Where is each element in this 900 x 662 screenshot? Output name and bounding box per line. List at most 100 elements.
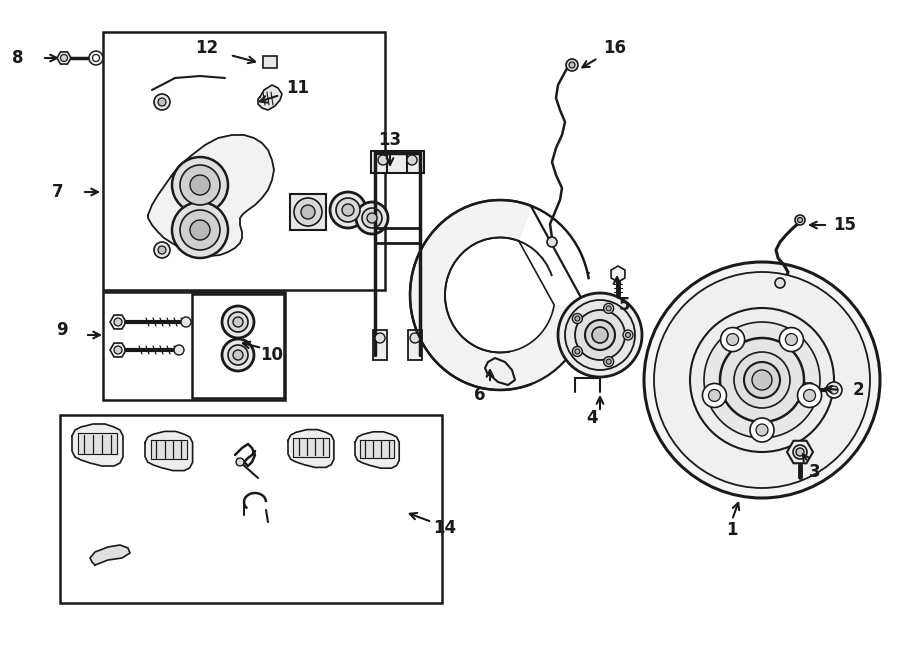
Circle shape <box>154 94 170 110</box>
Circle shape <box>190 220 210 240</box>
Circle shape <box>367 213 377 223</box>
Circle shape <box>233 350 243 360</box>
Circle shape <box>775 278 785 288</box>
Circle shape <box>60 54 68 62</box>
Circle shape <box>569 62 575 68</box>
Text: 6: 6 <box>474 386 486 404</box>
Circle shape <box>779 328 804 352</box>
Circle shape <box>702 383 726 407</box>
Circle shape <box>604 357 614 367</box>
Circle shape <box>575 349 580 354</box>
Circle shape <box>708 389 720 401</box>
Circle shape <box>744 362 780 398</box>
Circle shape <box>547 237 557 247</box>
Text: 7: 7 <box>52 183 64 201</box>
Circle shape <box>623 330 633 340</box>
Circle shape <box>704 322 820 438</box>
Text: 10: 10 <box>260 346 284 364</box>
Circle shape <box>228 345 248 365</box>
Polygon shape <box>258 85 282 110</box>
Circle shape <box>356 202 388 234</box>
Circle shape <box>181 317 191 327</box>
Circle shape <box>804 386 812 394</box>
Circle shape <box>607 306 611 311</box>
Circle shape <box>592 327 608 343</box>
Polygon shape <box>78 433 117 454</box>
Polygon shape <box>145 432 193 471</box>
Text: 9: 9 <box>56 321 68 339</box>
Circle shape <box>566 59 578 71</box>
Polygon shape <box>293 438 328 457</box>
Text: 15: 15 <box>833 216 857 234</box>
Circle shape <box>750 418 774 442</box>
Circle shape <box>585 320 615 350</box>
Circle shape <box>654 272 870 488</box>
Circle shape <box>172 202 228 258</box>
Polygon shape <box>360 440 394 458</box>
Circle shape <box>342 204 354 216</box>
Circle shape <box>172 157 228 213</box>
Circle shape <box>795 215 805 225</box>
Circle shape <box>572 314 582 324</box>
Circle shape <box>726 334 739 346</box>
Circle shape <box>756 424 768 436</box>
Text: 8: 8 <box>13 49 23 67</box>
Text: 2: 2 <box>852 381 864 399</box>
Circle shape <box>228 312 248 332</box>
Polygon shape <box>90 545 130 565</box>
Circle shape <box>558 293 642 377</box>
Circle shape <box>330 192 366 228</box>
Circle shape <box>720 338 804 422</box>
Text: 16: 16 <box>604 39 626 57</box>
Polygon shape <box>410 200 589 390</box>
Text: 11: 11 <box>286 79 310 97</box>
Circle shape <box>797 218 803 222</box>
Circle shape <box>301 205 315 219</box>
Bar <box>373 330 387 360</box>
Circle shape <box>336 198 360 222</box>
Circle shape <box>407 155 417 165</box>
Circle shape <box>626 332 631 338</box>
Circle shape <box>796 448 804 456</box>
Circle shape <box>575 316 580 321</box>
Circle shape <box>158 98 166 106</box>
Circle shape <box>410 333 420 343</box>
Circle shape <box>797 383 822 407</box>
Circle shape <box>154 242 170 258</box>
Polygon shape <box>72 424 123 466</box>
Text: 14: 14 <box>434 519 456 537</box>
Circle shape <box>158 246 166 254</box>
Text: 1: 1 <box>726 521 738 539</box>
Circle shape <box>114 318 122 326</box>
Circle shape <box>690 308 834 452</box>
Circle shape <box>826 382 842 398</box>
Circle shape <box>604 303 614 313</box>
Circle shape <box>294 198 322 226</box>
Circle shape <box>793 445 807 459</box>
Bar <box>290 194 326 230</box>
Bar <box>103 32 385 290</box>
Circle shape <box>565 300 635 370</box>
Text: 5: 5 <box>619 296 631 314</box>
Circle shape <box>375 333 385 343</box>
Polygon shape <box>148 135 274 256</box>
Bar <box>408 330 422 360</box>
Bar <box>103 292 285 400</box>
Circle shape <box>174 345 184 355</box>
Circle shape <box>114 346 122 354</box>
Circle shape <box>575 310 625 360</box>
Circle shape <box>180 165 220 205</box>
Circle shape <box>89 51 103 65</box>
Polygon shape <box>485 358 515 385</box>
Circle shape <box>572 346 582 356</box>
Circle shape <box>830 386 838 394</box>
Circle shape <box>752 370 772 390</box>
Circle shape <box>233 317 243 327</box>
Circle shape <box>734 352 790 408</box>
Circle shape <box>222 339 254 371</box>
Circle shape <box>644 262 880 498</box>
Circle shape <box>190 175 210 195</box>
Circle shape <box>786 334 797 346</box>
Bar <box>60 415 442 603</box>
Polygon shape <box>355 432 400 468</box>
